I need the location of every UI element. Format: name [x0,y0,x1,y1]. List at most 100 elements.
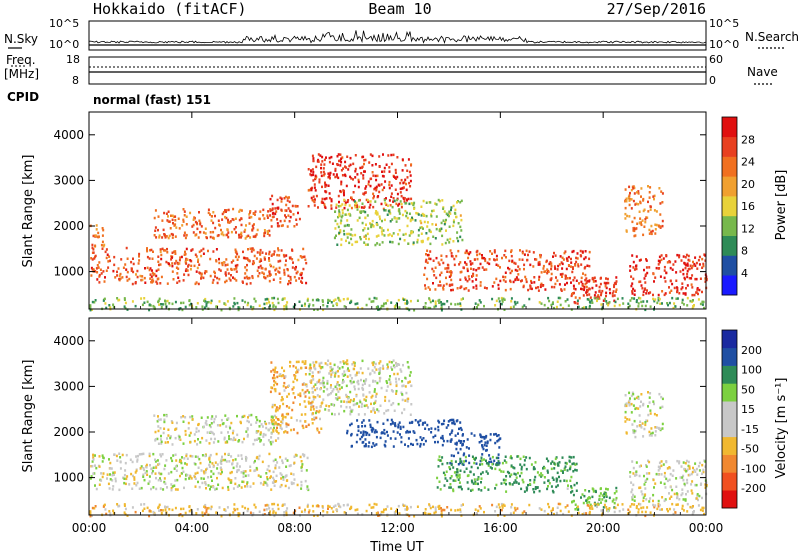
echo-cell [448,275,451,278]
echo-cell [156,420,159,423]
echo-cell [520,471,523,475]
echo-cell [572,455,575,459]
echo-cell [372,408,375,412]
echo-cell [613,285,615,289]
echo-cell [249,465,252,468]
echo-cell [354,170,357,173]
echo-cell [628,402,631,405]
echo-cell [628,215,631,218]
echo-cell [558,283,561,286]
echo-cell [152,280,155,283]
echo-cell [187,273,190,277]
echo-cell [361,513,364,516]
echo-cell [675,492,678,495]
echo-cell [509,287,512,291]
echo-cell [644,423,647,427]
echo-cell [316,387,319,390]
echo-cell [484,257,487,261]
echo-cell [361,386,364,390]
echo-cell [280,473,283,477]
echo-cell [382,304,385,308]
echo-cell [457,432,459,435]
echo-cell [146,247,148,250]
echo-cell [434,427,437,431]
echo-cell [682,461,685,464]
echo-cell [592,280,595,283]
echo-cell [185,247,188,251]
echo-cell [493,433,495,436]
echo-cell [331,371,334,374]
echo-cell [589,503,592,507]
echo-cell [636,425,639,428]
echo-cell [249,485,252,488]
echo-cell [181,308,184,312]
echo-cell [268,452,271,456]
echo-cell [374,212,377,215]
echo-cell [400,440,403,444]
echo-cell [313,514,316,517]
echo-cell [649,511,652,514]
echo-cell [328,175,331,178]
echo-cell [172,278,175,281]
echo-cell [524,275,527,279]
echo-cell [275,210,278,213]
echo-cell [375,306,378,309]
echo-cell [462,463,465,466]
echo-cell [649,497,652,500]
echo-cell [189,211,192,215]
echo-cell [215,415,217,418]
echo-cell [647,405,649,408]
echo-cell [324,190,327,193]
echo-cell [644,304,647,308]
echo-cell [151,469,154,473]
echo-cell [271,296,274,300]
echo-cell [341,203,344,206]
echo-cell [296,270,299,274]
echo-cell [208,465,211,468]
echo-cell [92,458,95,461]
echo-cell [308,367,311,370]
echo-cell [336,509,339,512]
echo-cell [538,301,541,304]
echo-cell [514,303,517,306]
echo-cell [561,272,564,276]
echo-cell [274,366,277,369]
echo-cell [197,429,200,433]
echo-cell [373,502,376,506]
echo-cell [139,467,142,470]
echo-cell [347,224,350,227]
echo-cell [322,398,325,401]
echo-cell [160,275,163,279]
echo-cell [648,396,651,399]
echo-cell [381,233,384,236]
echo-cell [470,489,472,492]
echo-cell [640,424,642,427]
echo-cell [266,297,269,301]
echo-cell [299,394,302,398]
echo-cell [224,509,227,512]
echo-cell [356,173,359,176]
echo-cell [153,216,156,220]
echo-cell [259,481,262,485]
echo-cell [141,509,144,513]
echo-cell [152,273,155,277]
echo-cell [685,253,688,257]
echo-cell [467,487,470,491]
echo-cell [217,483,220,486]
echo-cell [164,236,167,239]
echo-cell [464,459,467,463]
echo-cell [184,261,187,264]
echo-cell [353,367,356,371]
echo-cell [640,258,642,262]
echo-cell [407,197,410,201]
echo-cell [274,464,277,467]
echo-cell [285,216,287,219]
echo-cell [357,180,360,184]
echo-cell [637,192,640,195]
echo-cell [523,510,526,513]
echo-cell [118,277,121,281]
echo-cell [702,262,705,266]
echo-cell [652,297,655,301]
echo-cell [138,259,141,262]
echo-cell [556,300,559,303]
